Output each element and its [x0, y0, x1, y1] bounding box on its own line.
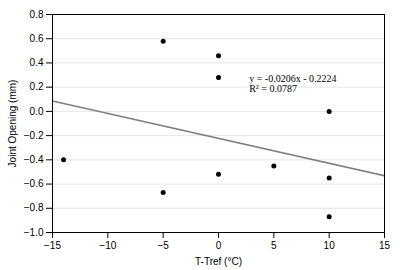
svg-text:−0.6: −0.6	[24, 178, 44, 189]
svg-text:0.0: 0.0	[30, 106, 44, 117]
svg-text:0.4: 0.4	[30, 57, 44, 68]
svg-text:−0.2: −0.2	[24, 130, 44, 141]
svg-text:−1.0: −1.0	[24, 227, 44, 238]
svg-text:−15: −15	[44, 240, 61, 251]
svg-text:5: 5	[271, 240, 277, 251]
svg-text:15: 15	[379, 240, 391, 251]
svg-text:Joint Opening (mm): Joint Opening (mm)	[7, 80, 18, 168]
svg-text:0: 0	[216, 240, 222, 251]
svg-text:0.2: 0.2	[30, 81, 44, 92]
svg-text:−0.4: −0.4	[24, 154, 44, 165]
svg-text:10: 10	[324, 240, 336, 251]
svg-text:0.6: 0.6	[30, 33, 44, 44]
svg-text:0.8: 0.8	[30, 9, 44, 20]
svg-text:−0.8: −0.8	[24, 202, 44, 213]
svg-text:T-Tref (°C): T-Tref (°C)	[195, 256, 242, 267]
svg-text:−10: −10	[99, 240, 116, 251]
svg-text:y = -0.0206x - 0.2224R² = 0.07: y = -0.0206x - 0.2224R² = 0.0787	[249, 73, 336, 94]
svg-text:−5: −5	[157, 240, 169, 251]
